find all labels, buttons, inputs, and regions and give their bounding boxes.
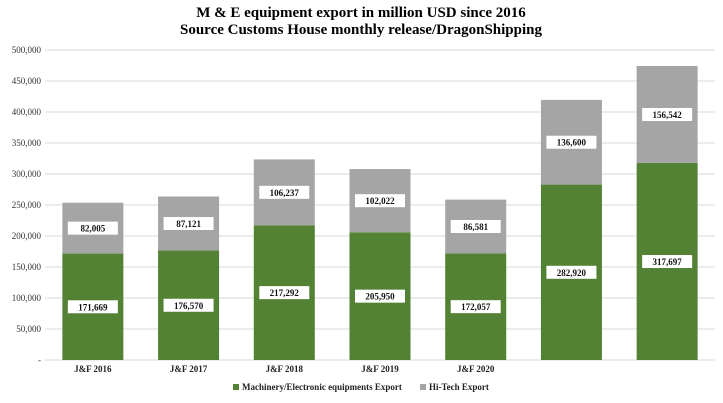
- legend-swatch-machinery: [233, 384, 239, 390]
- x-axis-categories: J&F 2016 J&F 2017 J&F 2018 J&F 2019 J&F 2020: [74, 364, 495, 374]
- data-label: 317,697: [653, 257, 683, 267]
- x-category-label: J&F 2020: [457, 364, 495, 374]
- y-tick-label: 300,000: [12, 169, 42, 179]
- y-tick-label: 250,000: [12, 200, 42, 210]
- data-label: 176,570: [174, 301, 204, 311]
- data-label: 106,237: [270, 188, 300, 198]
- y-tick-label: -: [38, 355, 41, 365]
- y-tick-label: 200,000: [12, 231, 42, 241]
- legend-swatch-hitech: [420, 384, 426, 390]
- chart-title: M & E equipment export in million USD si…: [196, 5, 526, 21]
- y-axis-ticks: - 50,000 100,000 150,000 200,000 250,000 300,0…: [12, 45, 42, 365]
- x-category-label: J&F 2016: [74, 364, 112, 374]
- data-label: 282,920: [557, 268, 587, 278]
- y-tick-label: 100,000: [12, 293, 42, 303]
- data-label: 156,542: [653, 110, 683, 120]
- watermark: DragonShipping: [531, 361, 679, 381]
- data-label: 171,669: [78, 302, 108, 312]
- data-label-box: [67, 300, 118, 314]
- y-tick-label: 400,000: [12, 107, 42, 117]
- data-label-box: [450, 300, 501, 314]
- data-label-box: [259, 185, 310, 199]
- wechat-bubble-right: [541, 367, 555, 381]
- wechat-logo-icon: [531, 361, 555, 381]
- chart-subtitle: Source Customs House monthly release/Dra…: [180, 22, 542, 38]
- y-tick-label: 450,000: [12, 76, 42, 86]
- x-category-label: J&F 2018: [266, 364, 304, 374]
- legend-label: Hi-Tech Export: [429, 382, 489, 392]
- data-label: 217,292: [270, 288, 300, 298]
- data-label-box: [355, 289, 405, 303]
- data-label-box: [642, 255, 693, 269]
- data-label: 205,950: [365, 292, 395, 302]
- y-tick-label: 350,000: [12, 138, 42, 148]
- data-label: 102,022: [365, 196, 395, 206]
- data-label-box: [163, 298, 214, 312]
- data-labels: 171,669 82,005 176,570 87,121 217,292 106,237…: [67, 107, 693, 314]
- x-category-label: J&F 2017: [170, 364, 208, 374]
- bars: [62, 65, 698, 360]
- data-label-box: [642, 107, 693, 121]
- data-label-box: [163, 217, 214, 231]
- data-label: 87,121: [176, 219, 201, 229]
- x-category-label: J&F 2019: [361, 364, 399, 374]
- data-label: 86,581: [463, 222, 488, 232]
- wechat-bubble-left: [531, 361, 549, 379]
- y-tick-label: 50,000: [16, 324, 41, 334]
- data-label: 172,057: [461, 302, 491, 312]
- data-label-box: [355, 194, 405, 208]
- data-label-box: [259, 286, 310, 300]
- data-label-box: [67, 221, 118, 235]
- legend: Machinery/Electronic equipments Export Hi…: [233, 382, 489, 392]
- data-label-box: [450, 219, 501, 233]
- legend-label: Machinery/Electronic equipments Export: [242, 382, 402, 392]
- data-label: 136,600: [557, 138, 587, 148]
- watermark-text: DragonShipping: [557, 361, 679, 380]
- y-tick-label: 500,000: [12, 45, 42, 55]
- data-label: 82,005: [80, 224, 105, 234]
- data-label-box: [546, 265, 597, 279]
- data-label-box: [546, 135, 597, 149]
- y-tick-label: 150,000: [12, 262, 42, 272]
